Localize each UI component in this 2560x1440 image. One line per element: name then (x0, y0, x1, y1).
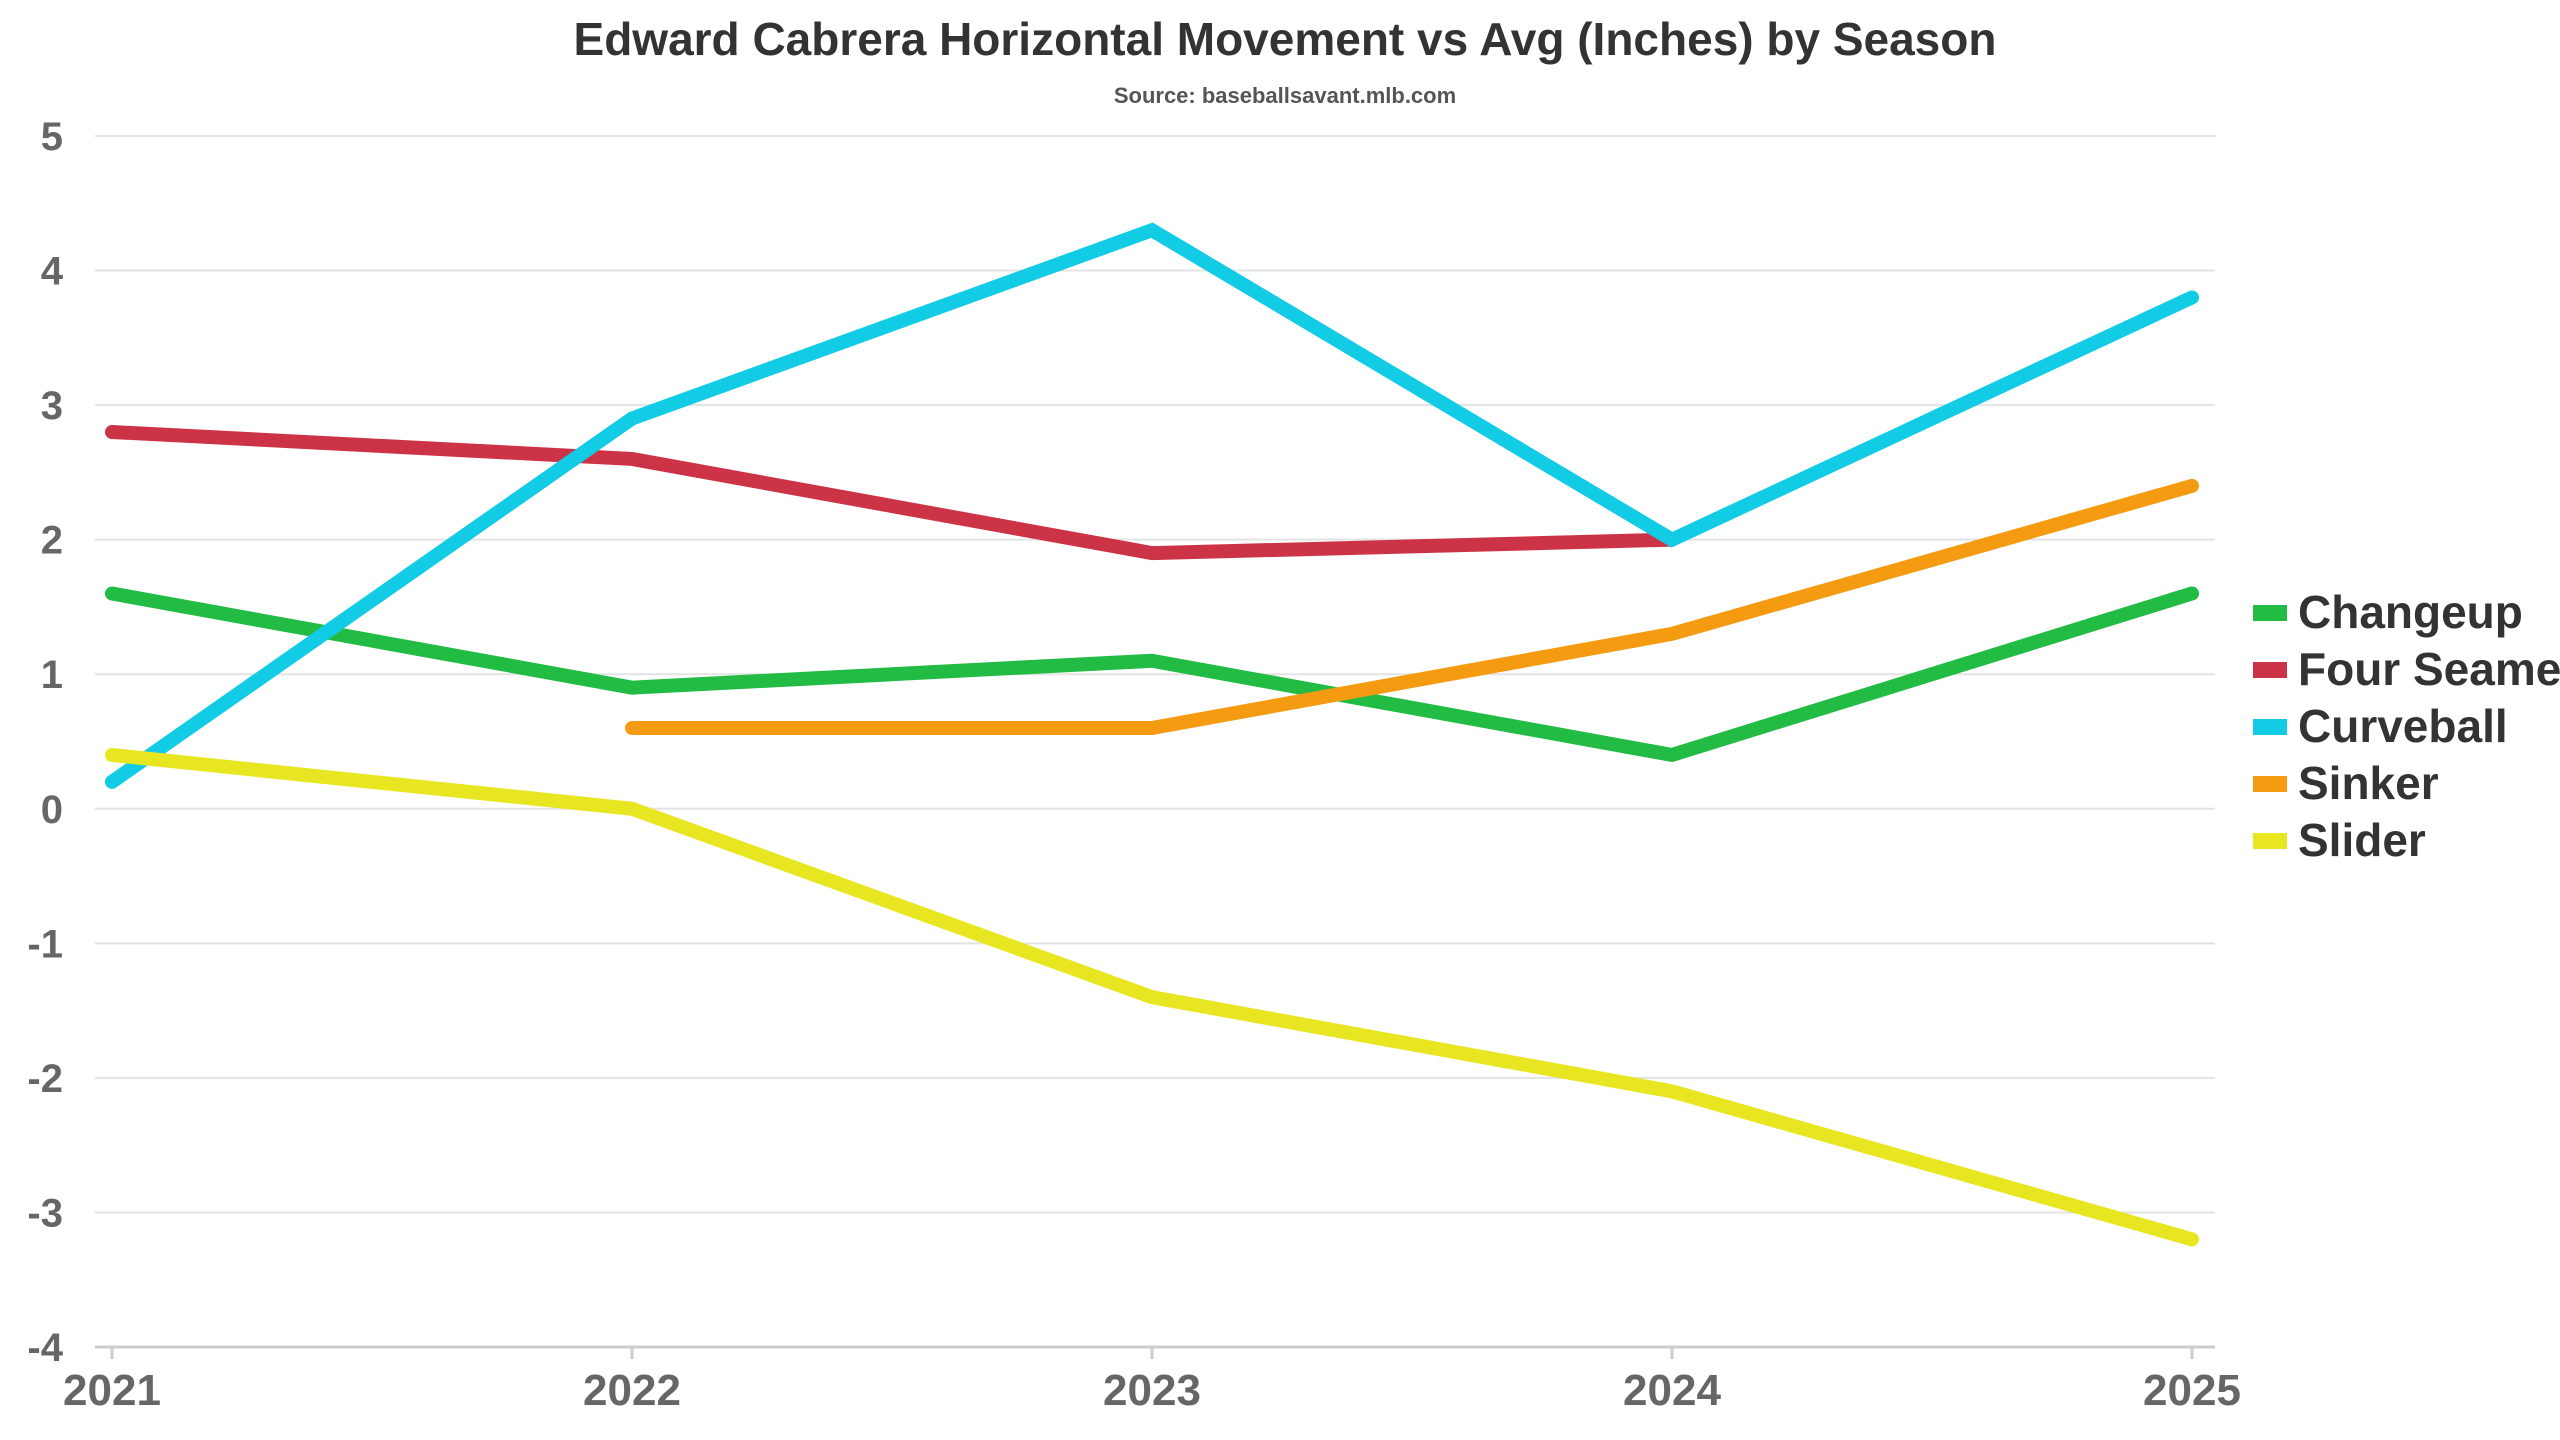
gridlines (95, 135, 2215, 1214)
data-point (631, 458, 633, 460)
legend-swatch (2253, 776, 2287, 792)
data-point (111, 781, 113, 783)
y-tick-label: 0 (41, 788, 63, 832)
y-tick-label: 4 (41, 250, 64, 294)
data-point (631, 727, 633, 729)
data-point (2191, 1238, 2193, 1240)
y-tick-label: -3 (27, 1191, 63, 1235)
series-sinker (625, 478, 2199, 736)
data-point (2191, 592, 2193, 594)
data-point (2191, 296, 2193, 298)
y-tick-label: 5 (41, 115, 63, 159)
data-point (631, 687, 633, 689)
chart-title: Edward Cabrera Horizontal Movement vs Av… (574, 13, 1997, 65)
data-point (1151, 552, 1153, 554)
y-tick-label: 1 (41, 653, 63, 697)
x-tick-label: 2025 (2143, 1366, 2241, 1415)
series-line (105, 222, 2199, 789)
legend-item: Sinker (2253, 757, 2439, 809)
data-point (111, 431, 113, 433)
legend-label: Curveball (2298, 700, 2508, 752)
legend-label: Slider (2298, 814, 2426, 866)
series-curveball (105, 222, 2199, 789)
legend-swatch (2253, 605, 2287, 621)
y-tick-label: 3 (41, 384, 63, 428)
data-point (111, 592, 113, 594)
series-lines (105, 222, 2199, 1247)
series-line (625, 478, 2199, 736)
x-tick-label: 2022 (583, 1366, 681, 1415)
series-line (105, 425, 1679, 561)
y-tick-label: -4 (27, 1326, 63, 1370)
data-point (631, 808, 633, 810)
chart-subtitle: Source: baseballsavant.mlb.com (1114, 83, 1456, 108)
data-point (631, 418, 633, 420)
x-tick-label: 2023 (1103, 1366, 1201, 1415)
series-four-seamer (105, 425, 1679, 561)
data-point (1671, 539, 1673, 541)
y-tick-label: 2 (41, 519, 63, 563)
data-point (1151, 229, 1153, 231)
data-point (1671, 754, 1673, 756)
legend-label: Changeup (2298, 586, 2523, 638)
legend-item: Slider (2253, 814, 2426, 866)
legend-label: Sinker (2298, 757, 2439, 809)
series-changeup (105, 586, 2199, 763)
legend-swatch (2253, 833, 2287, 849)
legend-swatch (2253, 719, 2287, 735)
legend-item: Curveball (2253, 700, 2508, 752)
data-point (2191, 485, 2193, 487)
data-point (111, 754, 113, 756)
x-tick-label: 2024 (1623, 1366, 1721, 1415)
data-point (1151, 660, 1153, 662)
legend-swatch (2253, 662, 2287, 678)
data-point (1671, 1090, 1673, 1092)
legend-item: Four Seamer (2253, 643, 2560, 695)
y-tick-label: -2 (27, 1057, 63, 1101)
legend-label: Four Seamer (2298, 643, 2560, 695)
y-tick-label: -1 (27, 922, 63, 966)
x-tick-label: 2021 (63, 1366, 161, 1415)
data-point (1671, 633, 1673, 635)
data-point (1151, 996, 1153, 998)
legend-item: Changeup (2253, 586, 2523, 638)
series-slider (105, 747, 2199, 1247)
data-point (1151, 727, 1153, 729)
